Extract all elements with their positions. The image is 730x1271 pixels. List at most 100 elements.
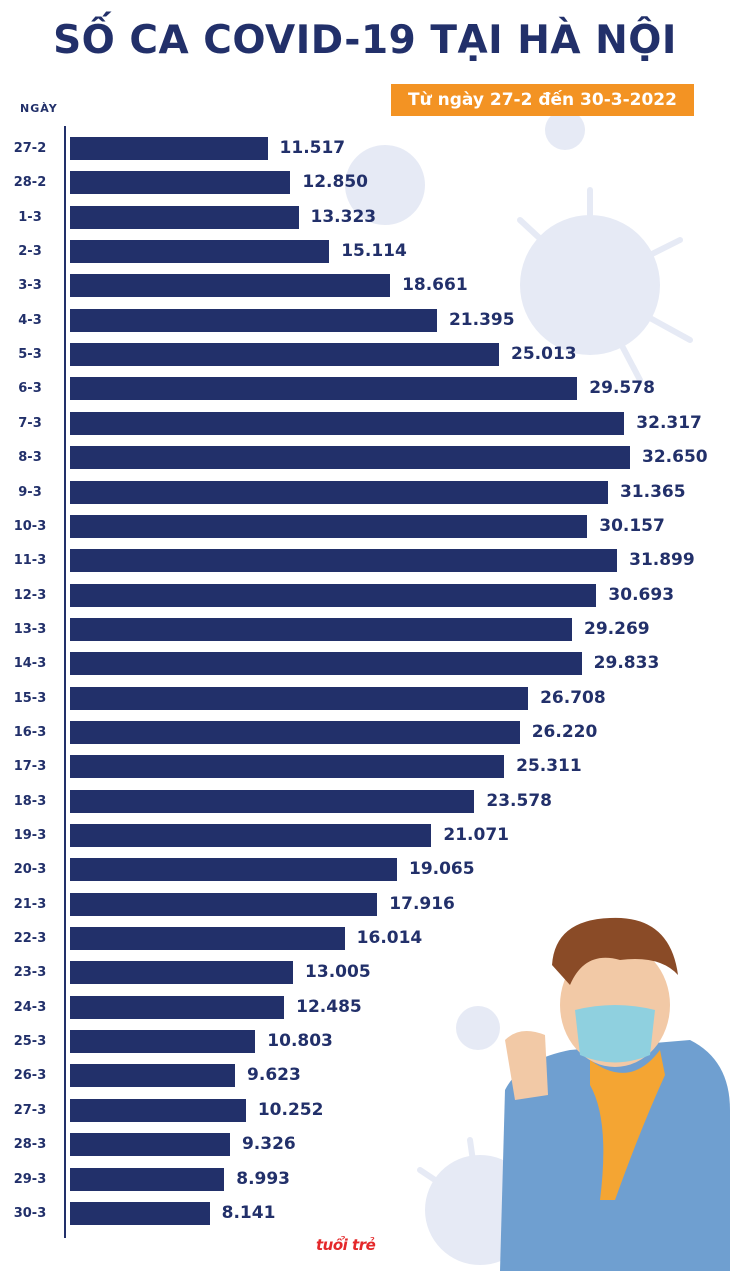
value-label: 12.850: [302, 172, 368, 193]
value-label: 30.157: [599, 515, 665, 536]
value-label: 10.803: [267, 1031, 333, 1052]
category-label: 6-3: [18, 381, 42, 397]
value-label: 10.252: [257, 1099, 324, 1120]
category-label: 9-3: [18, 484, 42, 500]
value-label: 23.578: [486, 790, 552, 811]
category-label: 18-3: [13, 793, 47, 809]
bar: [70, 686, 529, 710]
bar: [70, 1167, 225, 1191]
chart-title: SỐ CA COVID-19 TẠI HÀ NỘI: [53, 18, 677, 63]
value-label: 29.833: [593, 653, 660, 674]
value-label: 29.578: [589, 378, 655, 399]
y-axis-line: [64, 126, 66, 1238]
bar: [70, 343, 499, 367]
value-label: 18.661: [402, 275, 468, 296]
category-label: 2-3: [18, 244, 42, 260]
category-label: 27-3: [13, 1102, 47, 1118]
bar: [70, 171, 291, 195]
category-label: 14-3: [13, 656, 47, 672]
category-label: 27-2: [13, 141, 47, 156]
value-label: 26.220: [531, 721, 598, 742]
value-label: 16.014: [356, 928, 423, 949]
bar: [70, 549, 618, 573]
bar: [70, 617, 572, 641]
bar: [70, 1201, 210, 1225]
value-label: 15.114: [341, 241, 407, 262]
category-label: 25-3: [13, 1034, 47, 1050]
bar: [70, 652, 582, 676]
bar: [70, 927, 345, 951]
value-label: 31.899: [629, 550, 695, 571]
value-label: 19.065: [408, 859, 475, 880]
bar: [70, 514, 588, 538]
category-label: 16-3: [13, 724, 47, 740]
category-label: 20-3: [13, 862, 47, 878]
value-label: 11.517: [279, 138, 346, 158]
value-label: 17.916: [389, 893, 455, 914]
category-label: 29-3: [13, 1171, 47, 1187]
value-label: 8.141: [221, 1202, 276, 1223]
value-label: 13.005: [305, 962, 371, 983]
bar: [70, 720, 520, 744]
bar: [70, 240, 330, 264]
bar: [70, 137, 268, 160]
bar: [70, 411, 625, 435]
category-label: 10-3: [13, 518, 47, 534]
bar: [70, 892, 378, 916]
value-label: 31.365: [619, 481, 686, 502]
value-label: 32.317: [636, 412, 702, 433]
category-label: 22-3: [13, 931, 47, 947]
bar: [70, 205, 299, 229]
category-label: 12-3: [13, 587, 47, 603]
category-label: 28-2: [13, 175, 47, 191]
bar: [70, 1098, 246, 1122]
bar: [70, 480, 608, 504]
person-mask-illustration: [500, 917, 730, 1271]
category-label: 7-3: [18, 415, 42, 431]
category-label: 5-3: [18, 347, 42, 363]
value-label: 8.993: [236, 1168, 291, 1189]
category-label: 24-3: [13, 999, 47, 1015]
value-label: 9.623: [247, 1065, 301, 1086]
category-label: 1-3: [18, 209, 42, 225]
category-label: 4-3: [18, 312, 42, 328]
category-label: 8-3: [18, 450, 42, 466]
value-label: 13.323: [310, 206, 377, 227]
value-label: 30.693: [608, 584, 675, 605]
bar: [70, 377, 578, 401]
category-label: 11-3: [13, 553, 47, 569]
bar: [70, 308, 437, 332]
value-label: 29.269: [584, 618, 650, 639]
bar: [70, 583, 597, 607]
bar: [70, 824, 432, 847]
publisher-logo: tuổi trẻ: [316, 1236, 376, 1254]
category-label: 28-3: [13, 1137, 47, 1153]
value-label: 25.311: [516, 756, 582, 777]
category-label: 13-3: [13, 621, 47, 637]
category-label: 3-3: [18, 278, 42, 294]
category-label: 15-3: [13, 690, 47, 706]
value-label: 21.395: [448, 309, 515, 330]
date-range-badge: Từ ngày 27-2 đến 30-3-2022: [391, 84, 694, 116]
bar: [70, 755, 505, 779]
category-label: 17-3: [13, 759, 47, 775]
category-label: 21-3: [13, 896, 47, 912]
category-label: 26-3: [13, 1068, 47, 1084]
value-label: 21.071: [443, 825, 509, 845]
bar: [70, 274, 391, 298]
bar: [70, 995, 285, 1019]
y-axis-label: NGÀY: [20, 102, 58, 115]
category-label: 30-3: [13, 1205, 47, 1221]
bar: [70, 858, 397, 882]
category-label: 19-3: [13, 828, 47, 843]
bar: [70, 961, 294, 985]
bar: [70, 1133, 230, 1157]
bar: [70, 446, 630, 470]
bar: [70, 1064, 236, 1088]
value-label: 26.708: [540, 687, 606, 708]
bar: [70, 1030, 256, 1054]
value-label: 32.650: [642, 447, 708, 468]
value-label: 25.013: [511, 344, 577, 365]
